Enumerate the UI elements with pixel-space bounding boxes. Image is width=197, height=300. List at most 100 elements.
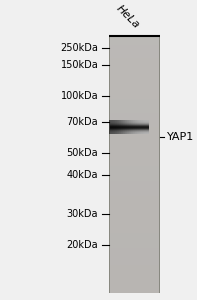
Bar	[109, 224, 160, 225]
Bar	[109, 66, 160, 67]
Bar	[109, 62, 160, 63]
Bar	[109, 63, 160, 64]
Bar	[109, 75, 160, 76]
Bar	[109, 141, 160, 142]
Bar	[109, 185, 160, 186]
Bar	[109, 128, 160, 129]
Bar	[109, 270, 160, 271]
Bar	[109, 92, 160, 93]
Bar	[129, 120, 130, 134]
Bar	[121, 120, 122, 134]
Bar	[109, 44, 160, 45]
Bar	[109, 164, 160, 165]
Bar	[109, 165, 160, 166]
Bar	[109, 254, 160, 255]
Bar	[148, 120, 149, 134]
Bar	[111, 120, 112, 134]
Bar	[109, 208, 160, 209]
Bar	[109, 271, 160, 272]
Bar	[109, 45, 160, 46]
Bar	[109, 118, 160, 119]
Bar	[109, 191, 160, 192]
Bar	[109, 226, 160, 227]
Bar	[109, 123, 160, 124]
Bar	[109, 235, 160, 236]
Bar	[109, 241, 160, 242]
Bar	[109, 52, 160, 53]
Bar	[109, 216, 160, 217]
Bar	[109, 173, 160, 174]
Bar	[109, 83, 160, 84]
Bar	[136, 120, 137, 134]
Bar	[109, 207, 160, 208]
Bar	[109, 219, 160, 220]
Bar	[109, 120, 110, 134]
Bar	[109, 181, 160, 182]
Text: 20kDa: 20kDa	[67, 240, 98, 250]
Bar	[109, 231, 160, 232]
Bar	[109, 167, 160, 168]
Bar	[109, 237, 160, 238]
Bar	[109, 112, 160, 113]
Bar	[109, 228, 160, 229]
Bar	[109, 98, 160, 99]
Bar	[109, 265, 160, 266]
Bar	[109, 101, 160, 102]
Bar	[109, 93, 160, 94]
Bar	[109, 132, 160, 133]
Bar	[109, 153, 160, 154]
Bar	[109, 269, 160, 270]
Text: 50kDa: 50kDa	[67, 148, 98, 158]
Bar	[109, 142, 160, 143]
Bar	[109, 65, 160, 66]
Bar	[109, 286, 160, 287]
Bar	[109, 247, 160, 248]
Bar	[109, 103, 160, 104]
Bar	[109, 220, 160, 221]
Bar	[109, 73, 160, 74]
Bar	[109, 292, 160, 293]
Bar	[109, 54, 160, 55]
Bar	[109, 68, 160, 69]
Bar	[109, 194, 160, 195]
Bar	[109, 176, 160, 177]
Bar	[109, 202, 160, 203]
Bar	[109, 40, 160, 41]
Bar	[109, 239, 160, 240]
Bar	[109, 80, 160, 81]
Bar	[109, 172, 160, 173]
Bar	[109, 281, 160, 282]
Bar	[112, 120, 113, 134]
Bar	[109, 290, 160, 291]
Bar	[109, 203, 160, 204]
Bar	[109, 243, 160, 244]
Bar	[109, 137, 160, 138]
Bar	[109, 118, 160, 119]
Bar	[109, 117, 160, 118]
Bar	[109, 39, 160, 40]
Text: 70kDa: 70kDa	[67, 116, 98, 127]
Bar	[109, 135, 160, 136]
Text: 100kDa: 100kDa	[61, 91, 98, 100]
Bar	[109, 50, 160, 51]
Bar	[109, 88, 160, 89]
Bar	[109, 211, 160, 212]
Bar	[109, 163, 160, 164]
Bar	[109, 257, 160, 258]
Bar	[109, 206, 160, 207]
Bar	[109, 184, 160, 185]
Bar	[109, 51, 160, 52]
Bar	[109, 58, 160, 59]
Bar	[109, 61, 160, 62]
Text: 40kDa: 40kDa	[67, 170, 98, 180]
Bar	[109, 79, 160, 80]
Bar	[109, 278, 160, 279]
Bar	[109, 195, 160, 196]
Bar	[109, 47, 160, 48]
Bar	[109, 245, 160, 246]
Bar	[122, 120, 123, 134]
Bar	[109, 89, 160, 90]
Bar	[109, 99, 160, 100]
Bar	[109, 246, 160, 247]
Bar	[109, 64, 160, 65]
